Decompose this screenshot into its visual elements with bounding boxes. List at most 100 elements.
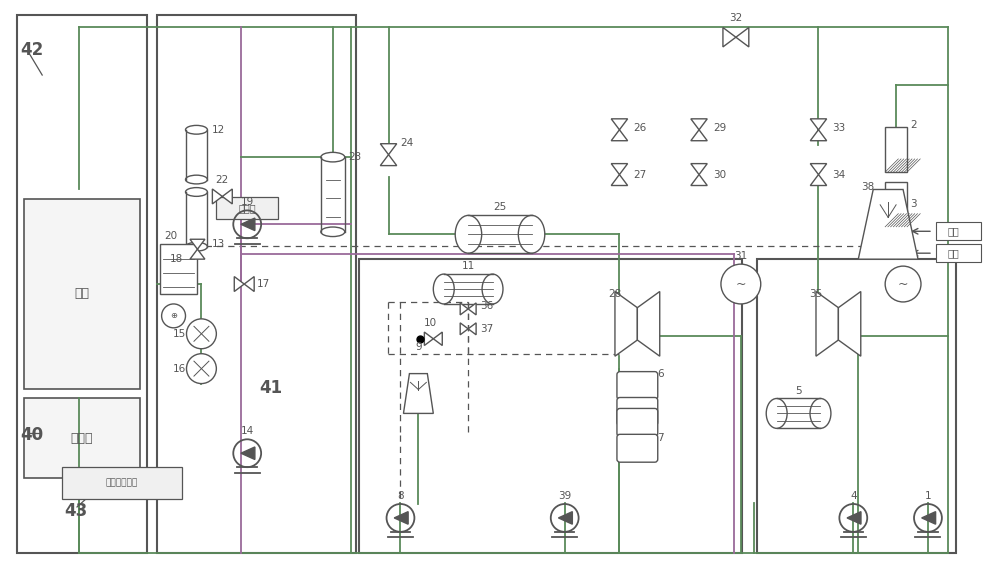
Bar [936,244,981,262]
Ellipse shape [518,215,545,253]
Polygon shape [244,277,254,291]
Polygon shape [615,291,637,356]
Polygon shape [468,323,476,335]
Polygon shape [816,291,838,356]
Polygon shape [212,189,222,204]
FancyBboxPatch shape [617,408,658,436]
Polygon shape [558,512,572,524]
FancyBboxPatch shape [617,434,658,462]
Text: ~: ~ [736,277,746,290]
Polygon shape [403,374,433,413]
Polygon shape [810,130,827,141]
Bar [885,182,907,227]
Text: 33: 33 [832,123,846,133]
Circle shape [186,319,216,349]
Polygon shape [810,119,827,130]
Text: 35: 35 [809,289,822,299]
Text: 18: 18 [170,254,184,264]
Text: 8: 8 [397,491,404,501]
Text: 36: 36 [480,301,493,311]
Polygon shape [380,155,397,166]
Ellipse shape [810,398,831,428]
Polygon shape [847,512,861,524]
Text: 30: 30 [713,169,726,179]
Polygon shape [611,164,628,175]
Text: 26: 26 [633,123,647,133]
Text: 16: 16 [173,364,186,374]
Text: 7: 7 [657,433,664,443]
Text: 19: 19 [241,197,254,207]
Text: 冷水: 冷水 [948,226,960,237]
Text: 23: 23 [349,152,362,162]
Ellipse shape [455,215,482,253]
Polygon shape [190,249,205,259]
Ellipse shape [482,274,503,304]
Ellipse shape [186,242,207,251]
Bar [757,259,956,552]
Polygon shape [838,291,861,356]
Text: 32: 32 [729,13,742,23]
Circle shape [162,304,186,328]
Text: 冷却除氚系统: 冷却除氚系统 [106,478,138,488]
Text: 10: 10 [424,318,437,328]
Text: 24: 24 [400,138,414,148]
Polygon shape [691,130,707,141]
Polygon shape [858,189,918,259]
Bar [216,197,278,220]
Text: 37: 37 [480,324,493,334]
Text: 4: 4 [850,491,857,501]
Text: 15: 15 [173,329,186,339]
Text: 1: 1 [925,491,931,501]
FancyBboxPatch shape [617,398,658,425]
Text: 9: 9 [415,342,422,352]
Text: 39: 39 [558,491,571,501]
Text: 12: 12 [211,125,225,135]
Polygon shape [460,323,468,335]
Ellipse shape [321,227,345,237]
Bar [885,127,907,172]
Text: 2: 2 [910,120,917,130]
Polygon shape [394,512,408,524]
FancyBboxPatch shape [617,371,658,399]
Text: 13: 13 [211,239,225,249]
Polygon shape [611,175,628,186]
Circle shape [885,266,921,302]
Ellipse shape [433,274,454,304]
Polygon shape [723,27,736,47]
Polygon shape [241,447,255,460]
Polygon shape [380,144,397,155]
Polygon shape [468,303,476,315]
Text: 偏滤器: 偏滤器 [71,432,93,445]
Polygon shape [241,218,255,231]
Text: 42: 42 [20,41,44,59]
Text: ⊕: ⊕ [170,311,177,321]
Text: 17: 17 [257,279,270,289]
Bar [157,15,356,552]
Bar [62,467,182,499]
Circle shape [721,264,761,304]
Polygon shape [234,277,244,291]
Text: ~: ~ [898,277,908,290]
Polygon shape [691,175,707,186]
Text: 40: 40 [20,426,43,444]
Text: 包层: 包层 [74,287,89,301]
Bar [17,15,147,552]
Text: 20: 20 [165,231,178,241]
Text: 14: 14 [241,426,254,436]
Text: 27: 27 [633,169,647,179]
Text: 5: 5 [795,385,802,395]
Bar [936,223,981,240]
Polygon shape [691,119,707,130]
Text: 储液箱: 储液箱 [238,203,256,213]
Polygon shape [810,175,827,186]
Polygon shape [190,239,205,249]
Ellipse shape [766,398,787,428]
Ellipse shape [186,187,207,196]
Text: 43: 43 [64,502,87,520]
Bar [24,200,140,388]
Bar [359,259,742,552]
Text: 31: 31 [734,251,747,261]
Bar [24,398,140,478]
Ellipse shape [186,175,207,184]
Polygon shape [433,332,442,346]
